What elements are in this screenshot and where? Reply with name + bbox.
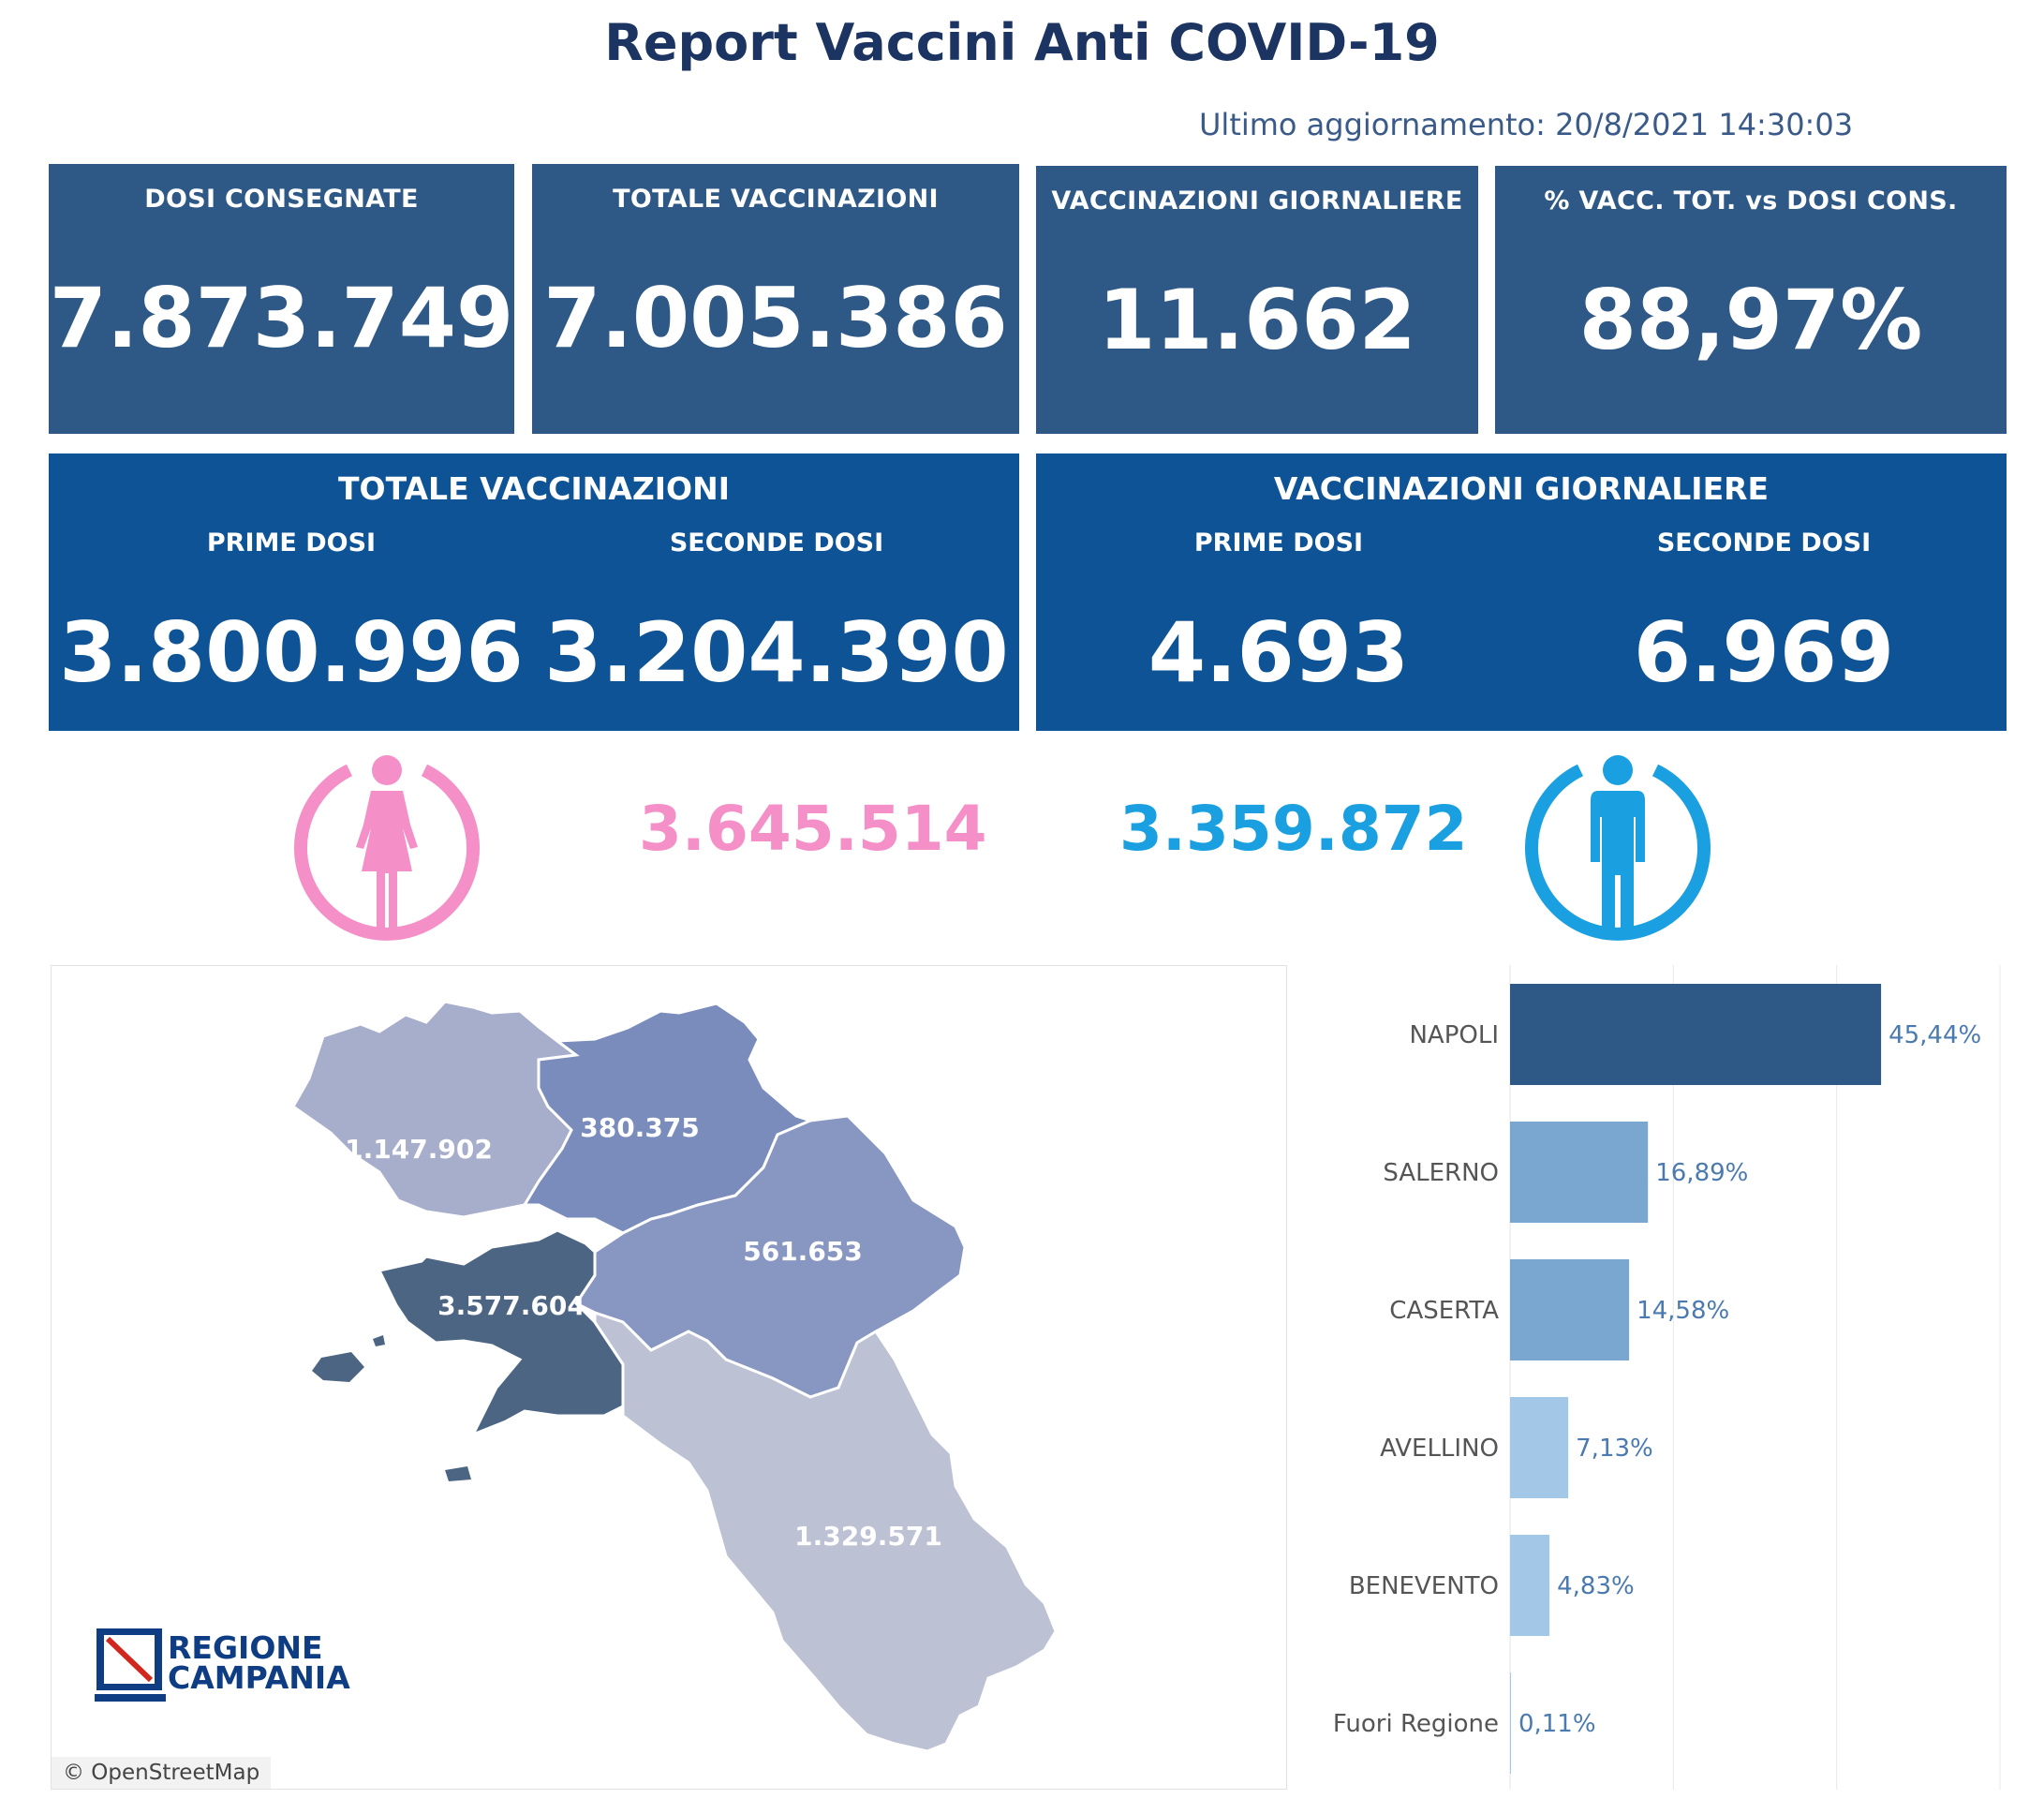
panel-title: VACCINAZIONI GIORNALIERE: [1273, 470, 1770, 507]
logo-line1: REGIONE: [168, 1629, 323, 1666]
kpi-label: DOSI CONSEGNATE: [144, 185, 419, 214]
map-island-procida: [373, 1335, 385, 1346]
regione-campania-logo-icon: [95, 1628, 166, 1702]
seconde-dosi-label: SECONDE DOSI: [669, 528, 884, 558]
province-bar-chart: NAPOLI 45,44% SALERNO 16,89% CASERTA 14,58% AV…: [1293, 965, 2005, 1790]
kpi-value: 7.873.749: [49, 270, 514, 366]
bar-fuori-regione[interactable]: [1510, 1673, 1511, 1774]
bar-benevento[interactable]: [1510, 1535, 1550, 1636]
prime-dosi-col: PRIME DOSI 3.800.996: [49, 528, 534, 701]
bar-value-label: 0,11%: [1518, 1710, 1596, 1738]
kpi-label: % VACC. TOT. vs DOSI CONS.: [1544, 186, 1958, 216]
seconde-dosi-col: SECONDE DOSI 6.969: [1521, 528, 2007, 701]
map-island-capri: [445, 1466, 471, 1481]
regione-campania-logo-text: REGIONE CAMPANIA: [168, 1629, 350, 1696]
seconde-dosi-col: SECONDE DOSI 3.204.390: [534, 528, 1019, 701]
prime-dosi-value: 4.693: [1148, 604, 1410, 701]
map-svg: 1.147.902 380.375 561.653 3.577.604 1.32…: [291, 1000, 1058, 1753]
map-region-salerno[interactable]: [593, 1310, 1058, 1753]
seconde-dosi-value: 3.204.390: [544, 604, 1009, 701]
bar-category-label: CASERTA: [1389, 1297, 1499, 1325]
panel-vaccinazioni-giornaliere: VACCINAZIONI GIORNALIERE PRIME DOSI 4.69…: [1036, 453, 2007, 731]
bar-value-label: 14,58%: [1637, 1297, 1729, 1325]
prime-dosi-value: 3.800.996: [59, 604, 524, 701]
campania-map: 1.147.902 380.375 561.653 3.577.604 1.32…: [51, 965, 1287, 1790]
male-icon: [1525, 755, 1711, 941]
last-update: Ultimo aggiornamento: 20/8/2021 14:30:03: [1199, 107, 1854, 142]
bar-value-label: 4,83%: [1557, 1572, 1635, 1600]
bar-value-label: 45,44%: [1888, 1021, 1981, 1049]
bar-category-label: BENEVENTO: [1349, 1572, 1499, 1600]
bar-category-label: Fuori Regione: [1333, 1710, 1499, 1738]
map-label-napoli: 3.577.604: [437, 1290, 585, 1321]
map-label-salerno: 1.329.571: [794, 1521, 942, 1552]
map-label-benevento: 380.375: [580, 1112, 700, 1143]
kpi-value: 7.005.386: [543, 270, 1008, 366]
map-region-napoli[interactable]: [377, 1228, 625, 1437]
kpi-value: 88,97%: [1578, 272, 1923, 368]
kpi-totale-vaccinazioni: TOTALE VACCINAZIONI 7.005.386: [532, 164, 1019, 434]
logo-line2: CAMPANIA: [168, 1659, 350, 1696]
female-icon: [294, 755, 480, 941]
kpi-percent-vacc: % VACC. TOT. vs DOSI CONS. 88,97%: [1495, 166, 2007, 434]
kpi-value: 11.662: [1098, 272, 1416, 368]
panel-title: TOTALE VACCINAZIONI: [338, 470, 730, 507]
map-label-avellino: 561.653: [743, 1236, 863, 1267]
prime-dosi-col: PRIME DOSI 4.693: [1036, 528, 1521, 701]
bar-avellino[interactable]: [1510, 1397, 1569, 1498]
map-label-caserta: 1.147.902: [345, 1134, 493, 1165]
bar-category-label: NAPOLI: [1409, 1021, 1499, 1049]
kpi-dosi-consegnate: DOSI CONSEGNATE 7.873.749: [49, 164, 514, 434]
seconde-dosi-label: SECONDE DOSI: [1656, 528, 1872, 558]
prime-dosi-label: PRIME DOSI: [206, 528, 377, 558]
osm-attribution[interactable]: © OpenStreetMap: [52, 1757, 272, 1789]
kpi-label: VACCINAZIONI GIORNALIERE: [1051, 186, 1463, 216]
map-island-ischia: [312, 1352, 364, 1382]
bar-category-label: SALERNO: [1383, 1159, 1499, 1187]
kpi-vaccinazioni-giornaliere: VACCINAZIONI GIORNALIERE 11.662: [1036, 166, 1478, 434]
bar-caserta[interactable]: [1510, 1259, 1630, 1360]
bar-napoli[interactable]: [1510, 984, 1882, 1085]
bar-value-label: 7,13%: [1576, 1435, 1653, 1463]
bar-category-label: AVELLINO: [1380, 1435, 1499, 1463]
female-total: 3.645.514: [639, 793, 987, 865]
bar-chart-svg: NAPOLI 45,44% SALERNO 16,89% CASERTA 14,58% AV…: [1333, 965, 2001, 1790]
panel-totale-vaccinazioni: TOTALE VACCINAZIONI PRIME DOSI 3.800.996…: [49, 453, 1019, 731]
prime-dosi-label: PRIME DOSI: [1193, 528, 1364, 558]
kpi-label: TOTALE VACCINAZIONI: [613, 185, 939, 214]
male-total: 3.359.872: [1119, 793, 1468, 865]
bar-value-label: 16,89%: [1655, 1159, 1748, 1187]
map-region-caserta[interactable]: [291, 1000, 580, 1219]
seconde-dosi-value: 6.969: [1633, 604, 1895, 701]
page-title: Report Vaccini Anti COVID-19: [604, 13, 1440, 72]
bar-salerno[interactable]: [1510, 1122, 1649, 1223]
